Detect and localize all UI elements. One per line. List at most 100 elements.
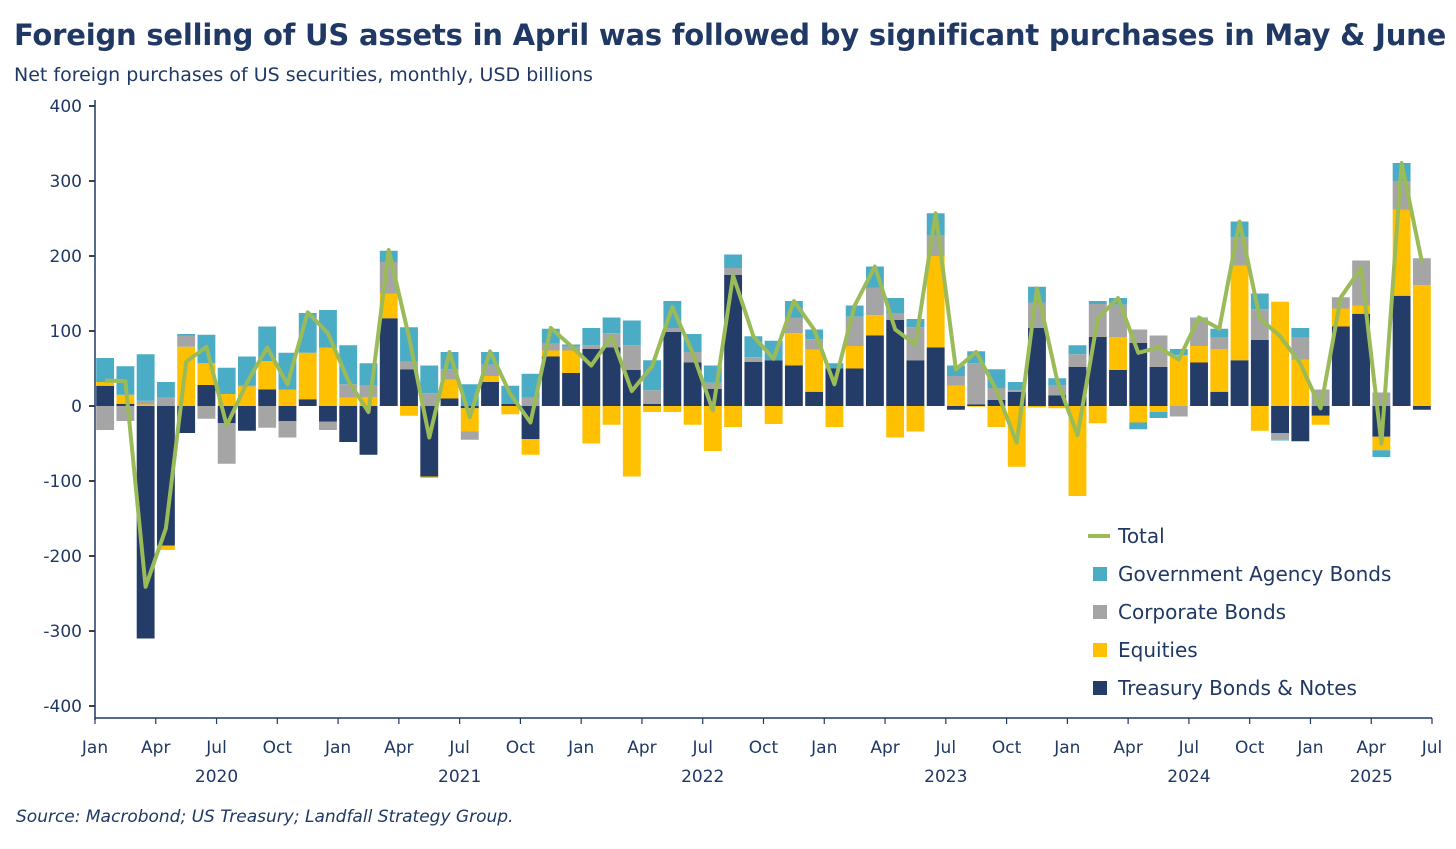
bar-treasury bbox=[1190, 362, 1208, 406]
y-tick-label: -400 bbox=[43, 697, 82, 717]
bar-equities bbox=[1311, 415, 1330, 425]
bar-agency bbox=[1088, 301, 1107, 304]
bar-treasury bbox=[460, 406, 479, 409]
bar-treasury bbox=[1028, 328, 1046, 406]
bar-equities bbox=[1088, 406, 1107, 424]
bar-agency bbox=[1291, 328, 1310, 338]
bar-equities bbox=[886, 406, 905, 438]
year-label: 2020 bbox=[195, 767, 238, 787]
x-tick-label: Oct bbox=[1235, 738, 1265, 758]
bar-treasury bbox=[865, 335, 884, 406]
bar-agency bbox=[156, 382, 175, 398]
bar-treasury bbox=[1412, 406, 1431, 410]
bar-corporate bbox=[136, 400, 155, 405]
chart-title: Foreign selling of US assets in April wa… bbox=[14, 18, 1447, 52]
bar-equities bbox=[1129, 406, 1148, 423]
x-tick-label: Oct bbox=[506, 738, 536, 758]
bar-treasury bbox=[1250, 340, 1269, 406]
bar-equities bbox=[987, 406, 1006, 427]
x-tick-label: Apr bbox=[1357, 738, 1386, 758]
bar-equities bbox=[521, 439, 540, 455]
bar-treasury bbox=[1352, 313, 1371, 406]
bar-agency bbox=[744, 336, 763, 358]
year-label: 2021 bbox=[438, 767, 481, 787]
bar-corporate bbox=[319, 421, 337, 430]
bar-treasury bbox=[156, 406, 175, 546]
bar-agency bbox=[906, 319, 925, 328]
x-tick-label: Jan bbox=[1053, 738, 1080, 758]
bar-equities bbox=[926, 256, 945, 348]
bar-treasury bbox=[683, 362, 702, 406]
bar-treasury bbox=[744, 361, 763, 406]
bar-equities bbox=[1210, 349, 1229, 392]
total-line bbox=[105, 161, 1424, 589]
bar-corporate bbox=[865, 287, 884, 316]
bar-treasury bbox=[1210, 391, 1229, 406]
bar-corporate bbox=[156, 397, 175, 406]
y-tick-label: 0 bbox=[71, 397, 82, 417]
bar-corporate bbox=[663, 328, 682, 332]
bar-treasury bbox=[805, 391, 824, 406]
bar-corporate bbox=[1048, 385, 1067, 396]
legend-label: Government Agency Bonds bbox=[1118, 562, 1391, 586]
bar-equities bbox=[298, 352, 317, 400]
bar-treasury bbox=[400, 369, 418, 406]
legend-label: Total bbox=[1117, 524, 1165, 548]
bar-treasury bbox=[481, 382, 499, 406]
legend-swatch-agency bbox=[1093, 567, 1107, 581]
x-tick-label: Jan bbox=[567, 738, 594, 758]
bar-equities bbox=[906, 406, 925, 432]
bar-corporate bbox=[258, 406, 277, 428]
bar-treasury bbox=[278, 406, 297, 421]
x-tick-label: Jul bbox=[448, 738, 470, 758]
bar-corporate bbox=[622, 345, 641, 370]
bar-treasury bbox=[906, 360, 925, 406]
x-tick-label: Jan bbox=[81, 738, 108, 758]
bar-equities bbox=[1109, 337, 1127, 370]
y-tick-label: -200 bbox=[43, 547, 82, 567]
bar-equities bbox=[1412, 285, 1431, 406]
bar-agency bbox=[1068, 345, 1087, 355]
legend-swatch-corporate bbox=[1093, 605, 1107, 619]
x-tick-label: Jul bbox=[1178, 738, 1200, 758]
bar-treasury bbox=[1068, 367, 1087, 406]
bar-treasury bbox=[764, 360, 783, 406]
bar-agency bbox=[582, 328, 601, 346]
x-tick-label: Jan bbox=[810, 738, 837, 758]
bar-corporate bbox=[177, 335, 196, 347]
bar-agency bbox=[622, 320, 641, 346]
x-tick-label: Apr bbox=[627, 738, 656, 758]
bar-agency bbox=[136, 354, 155, 401]
x-tick-label: Jan bbox=[324, 738, 351, 758]
bar-treasury bbox=[197, 385, 216, 406]
bar-treasury bbox=[298, 399, 317, 406]
bar-corporate bbox=[1210, 337, 1229, 349]
bar-equities bbox=[947, 385, 965, 406]
bar-equities bbox=[1190, 346, 1208, 363]
y-tick-label: -300 bbox=[43, 622, 82, 642]
y-tick-label: 300 bbox=[50, 172, 82, 192]
bar-treasury bbox=[1392, 295, 1411, 406]
legend-swatch-treasury bbox=[1093, 681, 1107, 695]
bar-corporate bbox=[1250, 309, 1269, 340]
bar-treasury bbox=[987, 400, 1006, 406]
bar-treasury bbox=[1230, 360, 1249, 406]
year-label: 2022 bbox=[681, 767, 724, 787]
bar-treasury bbox=[339, 406, 358, 442]
bar-equities bbox=[764, 406, 783, 424]
bar-treasury bbox=[825, 368, 844, 406]
y-tick-label: 100 bbox=[50, 322, 82, 342]
bar-agency bbox=[1372, 450, 1391, 457]
bar-equities bbox=[1028, 406, 1046, 408]
bar-agency bbox=[1210, 328, 1229, 337]
bar-corporate bbox=[217, 423, 236, 464]
bar-treasury bbox=[359, 406, 378, 455]
bar-corporate bbox=[1007, 390, 1026, 392]
year-label: 2023 bbox=[924, 767, 967, 787]
legend-label: Equities bbox=[1118, 638, 1198, 662]
bar-treasury bbox=[116, 403, 135, 406]
bar-agency bbox=[1169, 349, 1188, 355]
bar-treasury bbox=[602, 347, 621, 406]
bar-treasury bbox=[1311, 406, 1330, 416]
x-tick-label: Apr bbox=[141, 738, 170, 758]
